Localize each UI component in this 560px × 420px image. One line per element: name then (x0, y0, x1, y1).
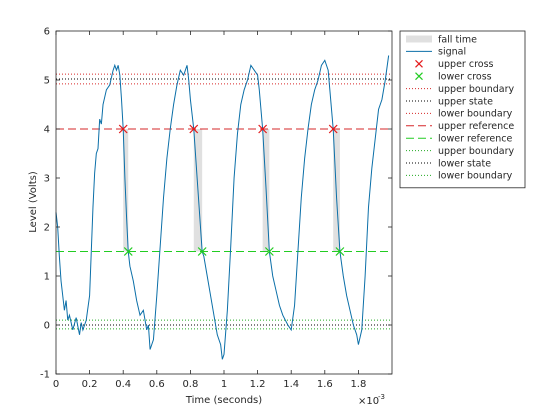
legend-swatch (406, 35, 432, 43)
legend-box (399, 30, 526, 189)
cross-marker (123, 247, 133, 256)
legend-label: lower boundary (438, 109, 513, 120)
legend-label: lower boundary (438, 171, 513, 182)
x-tick-label: 0.4 (115, 379, 131, 390)
y-tick-label: 2 (44, 223, 50, 234)
x-multiplier-exponent: -3 (378, 393, 385, 401)
legend-label: lower cross (438, 72, 492, 83)
legend-label: fall time (438, 34, 477, 45)
x-tick-label: 1.6 (317, 379, 333, 390)
legend-label: signal (438, 47, 466, 58)
legend-label: lower reference (438, 134, 513, 145)
legend-label: lower state (438, 158, 491, 169)
x-tick-label: 1.2 (250, 379, 266, 390)
legend-label: upper boundary (438, 146, 514, 157)
cross-marker (197, 247, 207, 256)
cross-marker (328, 124, 338, 134)
legend-swatch (415, 59, 423, 68)
signal-line (55, 55, 390, 360)
x-multiplier: ×10 (358, 396, 379, 407)
plot-area (55, 55, 392, 360)
cross-marker (335, 247, 345, 256)
y-tick-label: 6 (44, 27, 50, 38)
x-tick-label: 0 (53, 379, 59, 390)
cross-marker (264, 247, 274, 256)
legend-swatch (415, 72, 423, 81)
y-tick-label: 0 (44, 321, 50, 332)
y-tick-label: 3 (44, 174, 50, 185)
legend-label: upper reference (438, 121, 514, 132)
cross-marker (258, 124, 268, 134)
x-tick-label: 0.8 (182, 379, 198, 390)
legend-label: upper cross (438, 59, 494, 70)
legend-label: upper state (438, 96, 493, 107)
cross-marker (189, 124, 199, 134)
x-tick-label: 0.2 (82, 379, 98, 390)
x-tick-label: 1.4 (283, 379, 299, 390)
x-tick-label: 1 (221, 379, 227, 390)
y-tick-label: 4 (44, 125, 50, 136)
legend-label: upper boundary (438, 84, 514, 95)
y-tick-label: -1 (40, 370, 50, 381)
y-axis-label: Level (Volts) (28, 171, 39, 233)
cross-marker (118, 124, 128, 134)
x-axis-label: Time (seconds) (185, 395, 262, 406)
y-tick-label: 5 (44, 76, 50, 87)
x-tick-label: 0.6 (149, 379, 165, 390)
y-tick-label: 1 (44, 272, 50, 283)
x-tick-label: 1.8 (350, 379, 366, 390)
